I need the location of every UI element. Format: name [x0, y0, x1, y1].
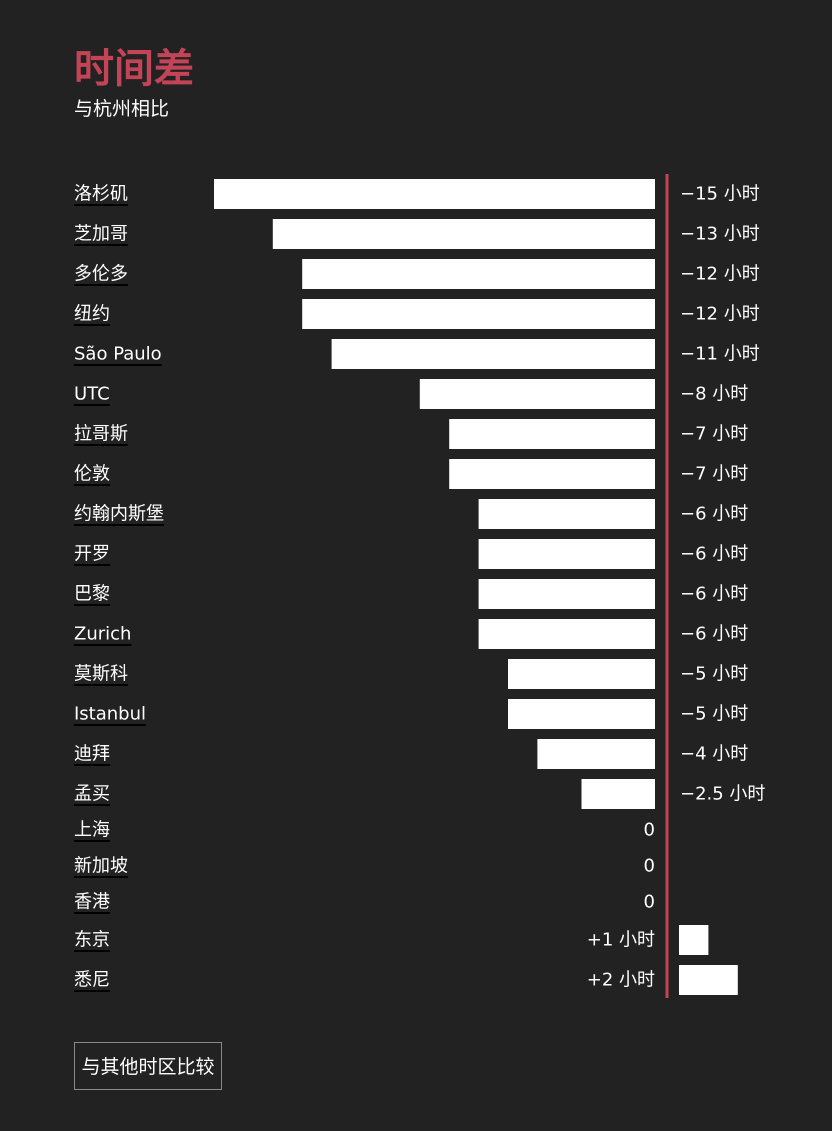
- value-label: −5 小时: [680, 664, 748, 685]
- value-label: −12 小时: [680, 304, 760, 325]
- bar: [449, 459, 655, 489]
- city-label[interactable]: 悉尼: [74, 970, 110, 991]
- bar: [537, 739, 655, 769]
- value-label: −5 小时: [680, 704, 748, 725]
- bar: [331, 339, 655, 369]
- bar: [508, 659, 655, 689]
- bar: [449, 419, 655, 449]
- value-label: −8 小时: [680, 384, 748, 405]
- city-label[interactable]: 莫斯科: [74, 664, 128, 685]
- city-label[interactable]: 芝加哥: [74, 224, 128, 245]
- bar: [302, 259, 655, 289]
- bar: [478, 579, 655, 609]
- city-label[interactable]: 新加坡: [74, 856, 128, 877]
- value-label: −2.5 小时: [680, 784, 765, 805]
- value-label: −6 小时: [680, 624, 748, 645]
- bar: [478, 619, 655, 649]
- value-label: −12 小时: [680, 264, 760, 285]
- value-label: −7 小时: [680, 464, 748, 485]
- value-label: −6 小时: [680, 504, 748, 525]
- value-label: −6 小时: [680, 544, 748, 565]
- bar: [419, 379, 655, 409]
- bar: [478, 539, 655, 569]
- city-label[interactable]: 孟买: [74, 784, 110, 805]
- value-label: +1 小时: [587, 930, 655, 951]
- chart-subtitle: 与杭州相比: [74, 98, 170, 120]
- bar: [581, 779, 655, 809]
- city-label[interactable]: UTC: [74, 384, 110, 405]
- city-label[interactable]: Zurich: [74, 624, 131, 645]
- value-label: 0: [644, 856, 655, 877]
- city-label[interactable]: Istanbul: [74, 704, 146, 725]
- city-label[interactable]: 洛杉矶: [74, 184, 128, 205]
- compare-timezones-button[interactable]: 与其他时区比较: [74, 1042, 222, 1090]
- city-label[interactable]: 东京: [74, 930, 110, 951]
- city-label[interactable]: São Paulo: [74, 344, 162, 365]
- bar: [302, 299, 655, 329]
- value-label: +2 小时: [587, 970, 655, 991]
- bar: [679, 965, 738, 995]
- city-label[interactable]: 迪拜: [74, 744, 110, 765]
- city-label[interactable]: 上海: [74, 820, 110, 841]
- bar: [508, 699, 655, 729]
- value-label: 0: [644, 892, 655, 913]
- value-label: 0: [644, 820, 655, 841]
- value-label: −15 小时: [680, 184, 760, 205]
- city-label[interactable]: 伦敦: [74, 464, 110, 485]
- city-label[interactable]: 开罗: [74, 544, 110, 565]
- chart-title: 时间差: [74, 46, 194, 92]
- bar: [214, 179, 655, 209]
- value-label: −4 小时: [680, 744, 748, 765]
- value-label: −11 小时: [680, 344, 760, 365]
- city-label[interactable]: 多伦多: [74, 264, 128, 285]
- city-label[interactable]: 巴黎: [74, 584, 110, 605]
- bar: [478, 499, 655, 529]
- city-label[interactable]: 拉哥斯: [74, 424, 128, 445]
- value-label: −13 小时: [680, 224, 760, 245]
- value-label: −6 小时: [680, 584, 748, 605]
- bar: [679, 925, 709, 955]
- city-label[interactable]: 纽约: [74, 304, 110, 325]
- bar: [272, 219, 655, 249]
- city-label[interactable]: 香港: [74, 892, 110, 913]
- value-label: −7 小时: [680, 424, 748, 445]
- city-label[interactable]: 约翰内斯堡: [74, 504, 164, 525]
